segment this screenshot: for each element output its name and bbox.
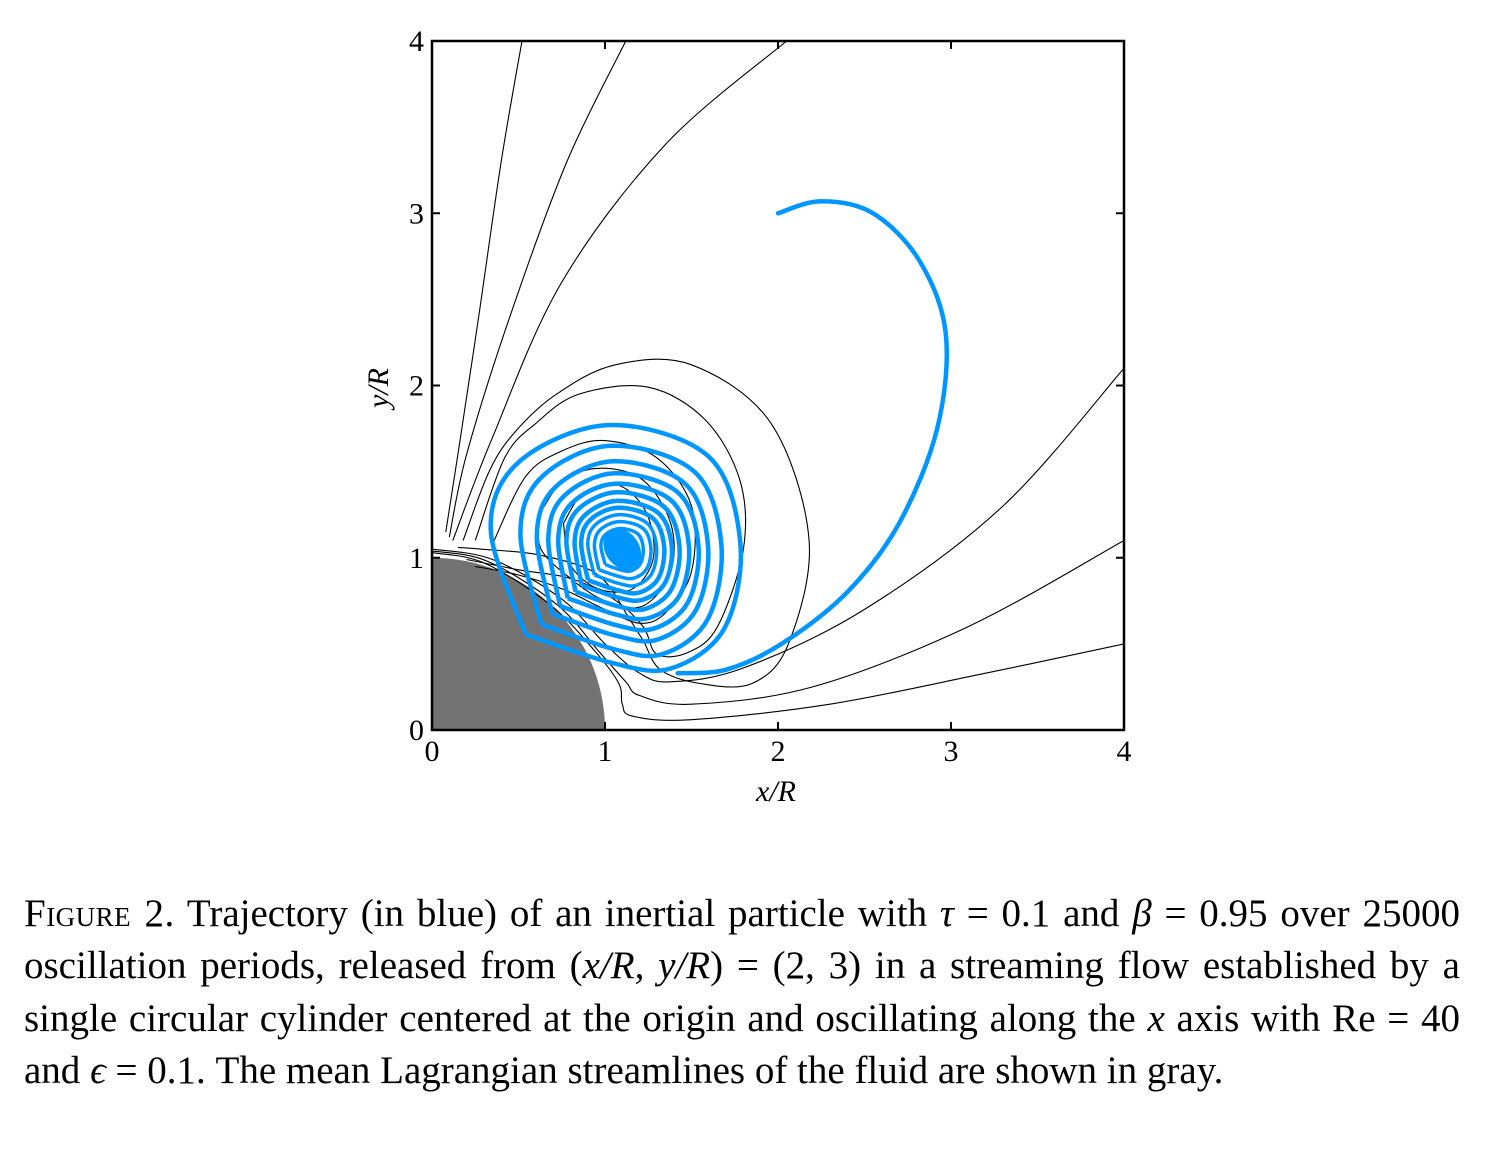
trajectory-loop-7: [572, 498, 675, 604]
caption-math: β: [1132, 892, 1152, 935]
x-tick-label-0: 0: [425, 735, 440, 768]
figure-label: Figure 2.: [24, 892, 175, 935]
trajectory-loop-5: [555, 481, 692, 622]
y-tick-label-4: 4: [409, 25, 424, 58]
x-tick-label-1: 1: [598, 735, 613, 768]
caption-text: = 0.1 and: [953, 892, 1120, 935]
y-tick-label-2: 2: [409, 370, 424, 403]
streamline-1: [445, 41, 523, 532]
y-axis-label: y/R: [362, 368, 395, 411]
x-tick-label-2: 2: [771, 735, 786, 768]
trajectory-outer-arc: [675, 198, 950, 676]
caption-line: origin and oscillating along the x axis …: [24, 997, 1460, 1092]
caption-text: Lagrangian streamlines of the fluid are …: [380, 1049, 1224, 1093]
trajectory-loop-3: [534, 459, 711, 644]
figure-2-plot: 0 1 2 3 4 0 1 2 3 4 x/R y/R: [362, 25, 1132, 808]
streamline-10: [432, 540, 1124, 705]
caption-body: Trajectory (in blue) of an inertial part…: [24, 892, 1460, 1092]
caption-line: Trajectory (in blue) of an inertial part…: [187, 892, 1120, 935]
caption-text: = 0.1. The mean: [105, 1049, 371, 1093]
y-tick-label-0: 0: [409, 714, 424, 747]
trajectory-loop-8: [578, 505, 667, 596]
caption-text: Trajectory (in blue) of an inertial part…: [186, 892, 940, 935]
trajectory-group: [488, 198, 950, 676]
trajectory-loop-4: [546, 471, 702, 633]
caption-line: in a streaming flow established by a sin…: [24, 944, 1460, 1039]
caption-text: = 0.95 over 25000 oscillation periods, r…: [24, 892, 1460, 988]
trajectory-loop-6: [564, 490, 682, 613]
trajectory-loop-10: [592, 519, 653, 581]
streamline-3: [452, 41, 787, 541]
trajectory-loop-11: [599, 526, 646, 573]
streamline-6: [475, 439, 696, 624]
trajectory-loop-1: [488, 422, 744, 674]
caption-math: ϵ: [90, 1049, 106, 1093]
x-axis-label: x/R: [755, 775, 796, 808]
y-tick-label-3: 3: [409, 197, 424, 230]
caption-text: axis with Re = 40 and: [24, 996, 1461, 1093]
axes-group: 0 1 2 3 4 0 1 2 3 4: [409, 25, 1132, 768]
trajectory-attractor-core: [603, 528, 642, 570]
caption-line: Lagrangian streamlines of the fluid are …: [380, 1049, 1223, 1092]
x-tick-label-3: 3: [944, 735, 959, 768]
figure-caption: Figure 2. Trajectory (in blue) of an ine…: [24, 888, 1460, 1098]
caption-line: β = 0.95 over 25000 oscillation periods,…: [24, 892, 1460, 987]
streamline-4: [457, 358, 811, 688]
caption-math: x: [1147, 996, 1165, 1040]
streamline-2: [448, 41, 627, 538]
caption-text: origin and oscillating along the: [642, 996, 1148, 1040]
y-tick-label-1: 1: [409, 542, 424, 575]
cylinder-quarter-disc: [432, 557, 605, 730]
trajectory-loop-9: [586, 512, 659, 588]
caption-math: τ: [939, 892, 954, 935]
caption-text: in a streaming flow established by a sin…: [24, 944, 1460, 1040]
x-tick-label-4: 4: [1117, 735, 1132, 768]
caption-text: ) = (2, 3): [710, 944, 862, 988]
plot-area: [432, 557, 605, 730]
streamline-9: [432, 552, 1124, 721]
trajectory-loop-2: [518, 443, 724, 659]
caption-math: x/R, y/R: [582, 944, 711, 988]
